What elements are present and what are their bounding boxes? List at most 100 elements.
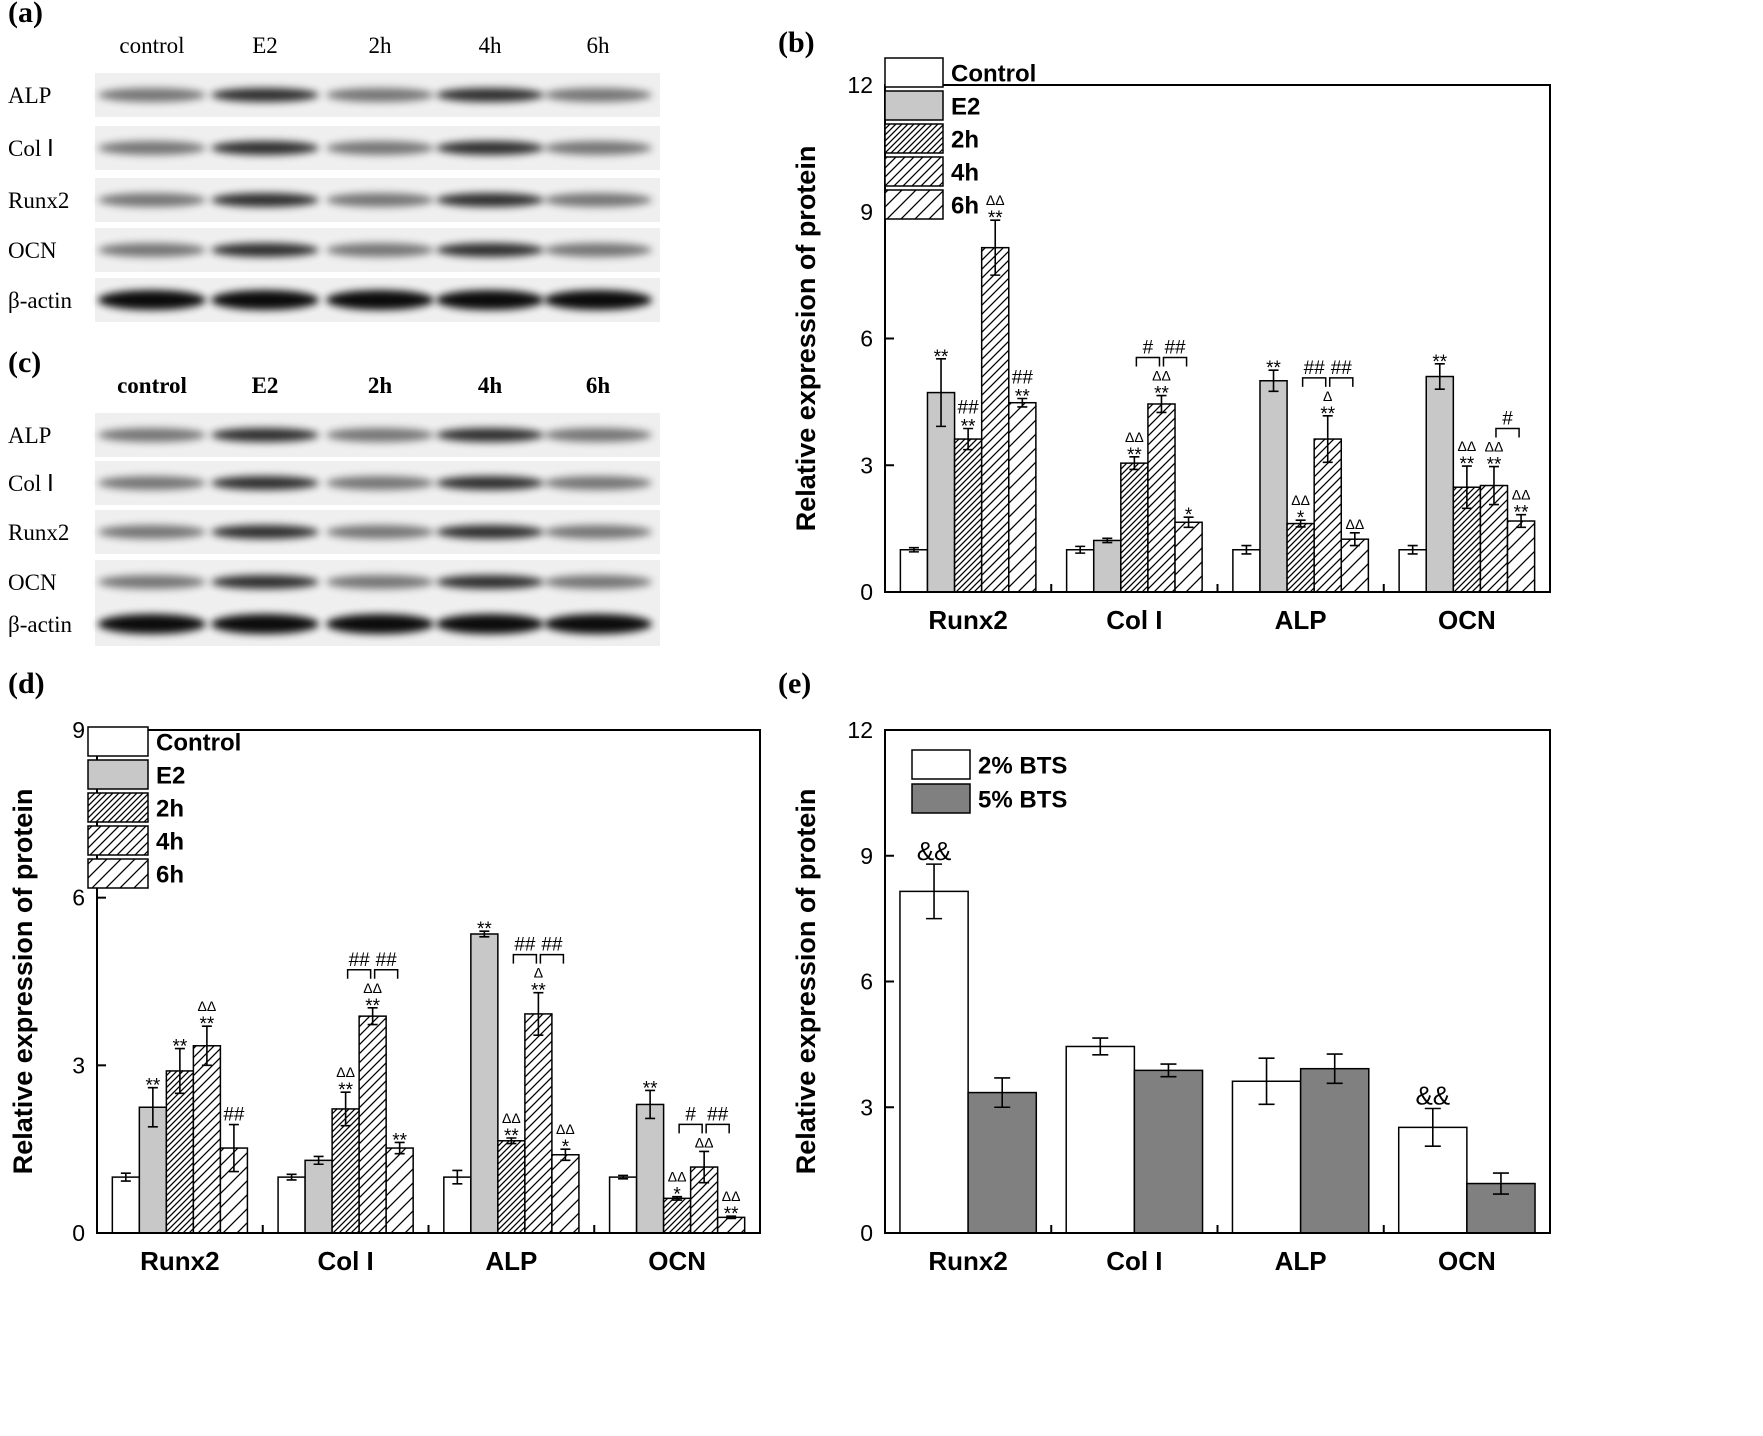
bar — [1147, 403, 1176, 593]
bracket-label: ## — [349, 950, 371, 971]
error-bar — [313, 1155, 324, 1166]
significance-label: ** — [1459, 454, 1474, 475]
error-bar — [394, 1141, 405, 1155]
bar — [524, 1013, 553, 1234]
blot-band — [326, 88, 434, 102]
bracket-label: ## — [541, 935, 563, 956]
x-tick-label: Runx2 — [928, 605, 1007, 635]
blot-band — [544, 141, 652, 155]
blot-column-label: control — [119, 33, 184, 58]
significance-label: ** — [988, 208, 1003, 229]
significance-label: ΔΔ — [668, 1169, 687, 1185]
bar — [1340, 538, 1370, 593]
plot-frame — [884, 84, 1551, 593]
bracket-label: ## — [1304, 358, 1326, 379]
significance-label: ΔΔ — [336, 1064, 355, 1080]
significance-label: ## — [1012, 367, 1034, 388]
significance-label: * — [562, 1137, 570, 1158]
significance-label: ** — [172, 1037, 187, 1058]
blot-band — [436, 193, 544, 207]
blot-band — [544, 88, 652, 102]
error-bar — [367, 1006, 378, 1026]
blot-band — [544, 476, 652, 490]
significance-label: ## — [958, 397, 980, 418]
panel-label: (e) — [778, 667, 811, 700]
y-tick-label: 3 — [72, 1052, 85, 1078]
significance-label: ** — [1432, 352, 1447, 373]
significance-label: ** — [477, 919, 492, 940]
legend-swatch — [884, 189, 944, 220]
blot-band — [544, 243, 652, 257]
significance-label: ** — [338, 1080, 353, 1101]
bar — [1174, 521, 1203, 593]
significance-label: ** — [1266, 358, 1281, 379]
bracket-label: ## — [1164, 338, 1186, 359]
bar — [138, 1106, 168, 1234]
bracket-label: # — [1502, 409, 1513, 430]
significance-label: && — [917, 836, 952, 866]
blot-column-label: 6h — [586, 373, 611, 398]
significance-label: ** — [1320, 404, 1335, 425]
panel-label: (c) — [8, 346, 41, 379]
y-tick-label: 3 — [860, 1094, 873, 1120]
blot-band — [326, 575, 434, 589]
significance-label: ΔΔ — [363, 980, 382, 996]
blot-band — [98, 141, 206, 155]
blot-row-label: Col Ⅰ — [8, 471, 54, 496]
x-tick-label: Col I — [1106, 1246, 1162, 1276]
bracket — [1135, 356, 1161, 367]
error-bar — [994, 1077, 1011, 1109]
blot-row-label: Runx2 — [8, 188, 69, 213]
blot-column-label: E2 — [252, 373, 279, 398]
legend-swatch — [87, 792, 149, 823]
bracket — [539, 953, 565, 964]
legend-label: 6h — [156, 862, 184, 889]
y-tick-label: 9 — [72, 717, 85, 743]
x-tick-label: Col I — [317, 1246, 373, 1276]
significance-label: ΔΔ — [198, 998, 217, 1014]
x-tick-label: OCN — [1438, 605, 1496, 635]
blot-band — [211, 525, 319, 539]
bracket — [1328, 377, 1354, 387]
blot-band — [98, 243, 206, 257]
bar — [165, 1070, 195, 1234]
error-bar — [560, 1148, 571, 1162]
y-tick-label: 12 — [847, 72, 873, 98]
blot-row-label: β-actin — [8, 612, 73, 637]
significance-label: ΔΔ — [695, 1134, 714, 1150]
error-bar — [1492, 1172, 1509, 1195]
bracket-label: ## — [1331, 358, 1353, 379]
x-tick-label: Runx2 — [928, 1246, 1007, 1276]
bar — [111, 1176, 141, 1234]
blot-band — [98, 525, 206, 539]
legend-label: Control — [156, 730, 241, 757]
blot-band — [436, 243, 544, 257]
blot-band — [211, 428, 319, 442]
bracket — [373, 969, 399, 979]
blot-band — [436, 614, 544, 634]
legend-swatch — [884, 123, 944, 154]
error-bar — [926, 863, 943, 920]
legend-label: E2 — [951, 94, 980, 121]
bracket — [512, 953, 538, 964]
legend-label: 2h — [156, 796, 184, 823]
legend-label: 5% BTS — [978, 787, 1067, 814]
y-tick-label: 0 — [860, 579, 873, 605]
bar — [1398, 549, 1427, 593]
x-tick-label: Col I — [1106, 605, 1162, 635]
error-bar — [1295, 519, 1306, 528]
blot-column-label: 4h — [478, 373, 503, 398]
error-bar — [120, 1172, 131, 1182]
error-bar — [1075, 545, 1086, 554]
error-bar — [1102, 537, 1113, 544]
panel-label: (a) — [8, 0, 43, 29]
blot-column-label: 6h — [587, 33, 611, 58]
error-bar — [533, 991, 544, 1036]
error-bar — [228, 1123, 239, 1173]
y-tick-label: 12 — [847, 717, 873, 743]
error-bar — [201, 1025, 212, 1067]
significance-label: ΔΔ — [1485, 439, 1504, 455]
y-axis-label: Relative expression of protein — [791, 789, 821, 1175]
error-bar — [1017, 397, 1028, 408]
legend-label: 2h — [951, 127, 979, 154]
